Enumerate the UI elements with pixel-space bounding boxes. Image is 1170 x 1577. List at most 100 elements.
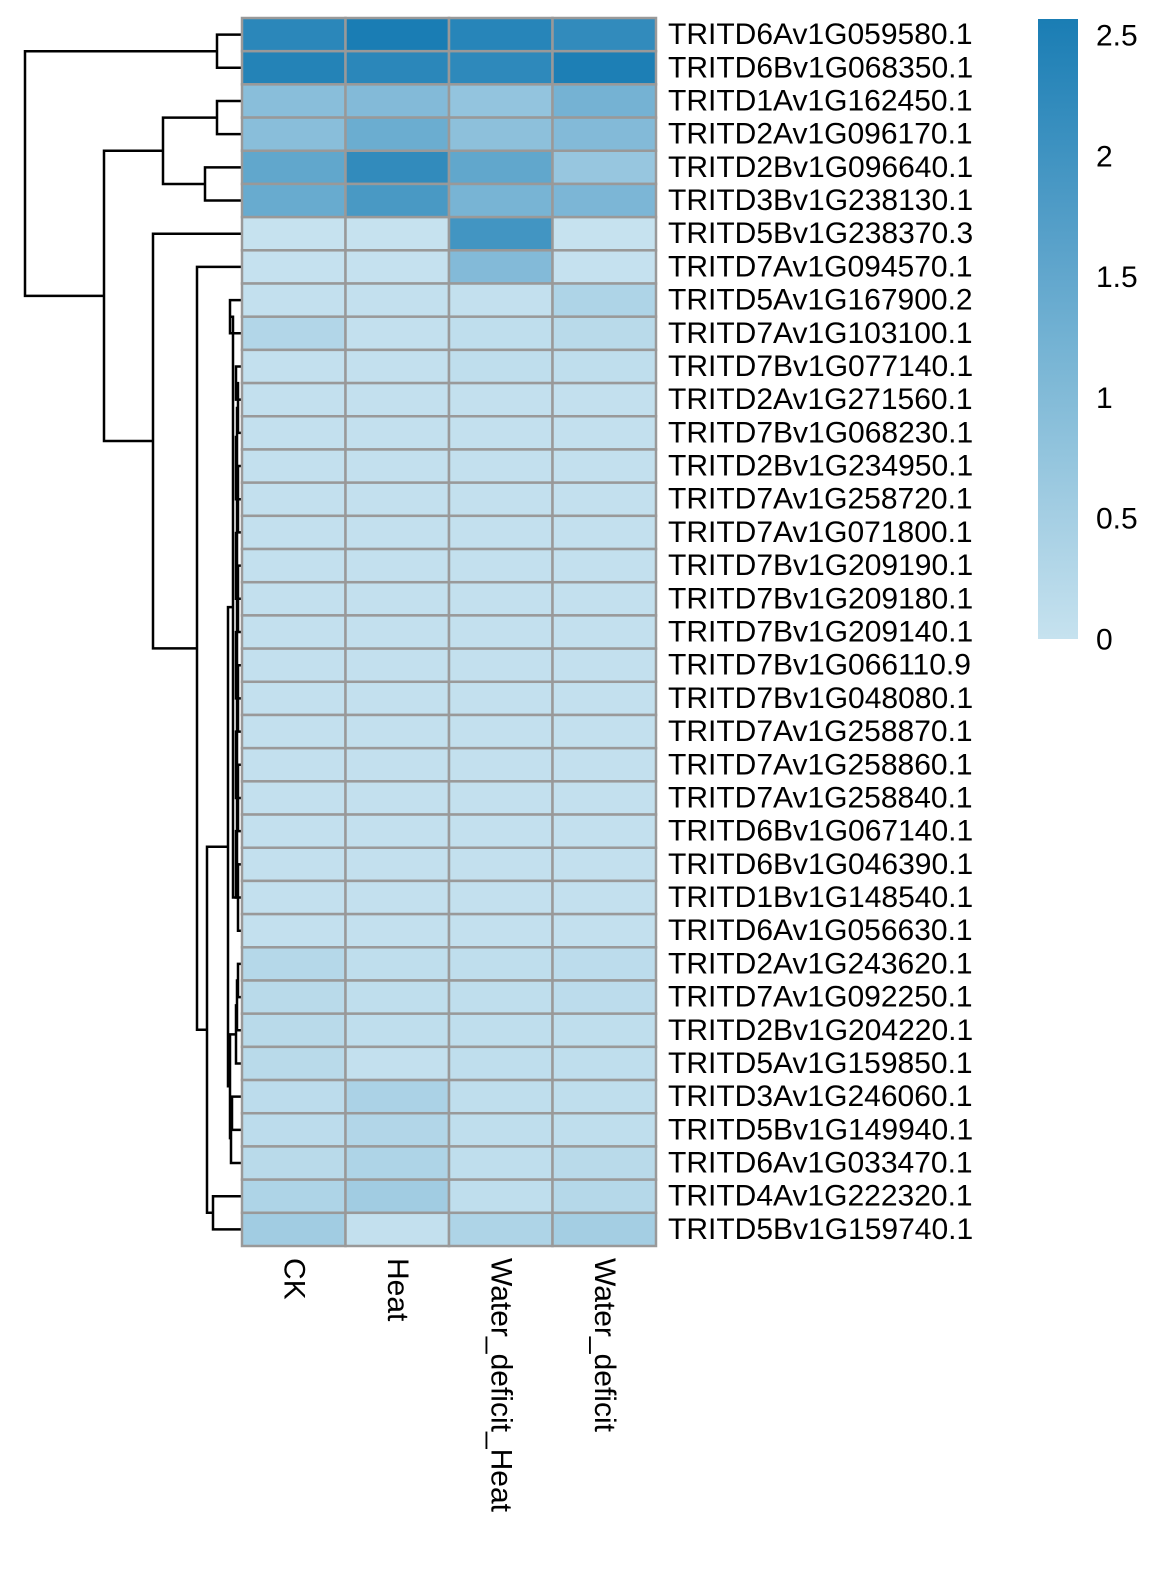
heatmap-cell	[551, 249, 658, 285]
heatmap-cell	[551, 1078, 658, 1115]
row-label: TRITD7Av1G094570.1	[668, 250, 973, 283]
heatmap-cell	[447, 780, 554, 816]
row-label: TRITD2Bv1G204220.1	[668, 1014, 973, 1047]
heatmap-cell	[240, 713, 347, 750]
heatmap-cell	[551, 514, 658, 551]
heatmap-cell	[447, 415, 554, 451]
row-label: TRITD2Av1G243620.1	[668, 947, 973, 980]
heatmap-cell	[447, 182, 554, 219]
heatmap-cell	[447, 746, 554, 783]
heatmap-cell	[344, 614, 451, 650]
heatmap-cell	[240, 282, 347, 318]
heatmap-cell	[240, 780, 347, 816]
heatmap-cell	[240, 481, 347, 518]
row-label: TRITD6Bv1G067140.1	[668, 815, 973, 848]
heatmap-cell	[240, 614, 347, 650]
heatmap-cell	[447, 249, 554, 285]
heatmap-cell	[551, 680, 658, 717]
row-labels: TRITD6Av1G059580.1TRITD6Bv1G068350.1TRIT…	[668, 18, 973, 1246]
heatmap-cell	[344, 946, 451, 982]
row-label: TRITD4Av1G222320.1	[668, 1180, 973, 1213]
row-label: TRITD7Bv1G066110.9	[668, 649, 971, 682]
heatmap-cell	[447, 647, 554, 684]
heatmap-cell	[447, 1012, 554, 1049]
heatmap-cell	[240, 547, 347, 584]
heatmap-cell	[344, 448, 451, 484]
row-label: TRITD7Bv1G209180.1	[668, 582, 973, 615]
column-label: CK	[277, 1258, 310, 1300]
heatmap-cell	[344, 215, 451, 252]
heatmap-cell	[447, 149, 554, 186]
heatmap-cell	[344, 979, 451, 1015]
heatmap-cell	[551, 1012, 658, 1049]
heatmap-cell	[240, 215, 347, 252]
heatmap-cell	[240, 116, 347, 153]
heatmap-cell	[447, 1045, 554, 1082]
row-dendrogram	[23, 33, 242, 1231]
row-label: TRITD6Av1G056630.1	[668, 914, 973, 947]
heatmap-cell	[344, 547, 451, 584]
heatmap-cell	[240, 149, 347, 186]
heatmap-cell	[240, 1111, 347, 1148]
heatmap-cell	[344, 1178, 451, 1215]
dendrogram-branch	[161, 116, 217, 186]
heatmap-cell	[551, 713, 658, 750]
heatmap-cell	[447, 381, 554, 418]
dendrogram-branch	[23, 49, 217, 298]
row-label: TRITD6Bv1G068350.1	[668, 51, 973, 84]
heatmap-cell	[344, 415, 451, 451]
heatmap-cell	[447, 49, 554, 86]
heatmap-cell	[551, 481, 658, 518]
legend-tick-label: 1	[1096, 382, 1113, 415]
heatmap-cell	[447, 448, 554, 484]
heatmap-cell	[551, 149, 658, 186]
heatmap-cell	[344, 713, 451, 750]
row-label: TRITD7Bv1G048080.1	[668, 682, 973, 715]
heatmap-cell	[551, 846, 658, 883]
heatmap-cell	[447, 1178, 554, 1215]
heatmap-cell	[447, 116, 554, 153]
row-label: TRITD7Av1G258860.1	[668, 748, 973, 781]
row-label: TRITD1Bv1G148540.1	[668, 881, 973, 914]
row-label: TRITD3Av1G246060.1	[668, 1080, 973, 1113]
heatmap-cell	[447, 614, 554, 650]
heatmap-cell	[551, 1111, 658, 1148]
column-labels: CK Heat Water_deficit_Heat Water_deficit	[277, 1258, 621, 1513]
heatmap-cell	[551, 16, 658, 53]
heatmap-cell	[447, 83, 554, 119]
heatmap-cell	[240, 315, 347, 352]
legend-color-bar	[1038, 19, 1078, 639]
heatmap-cell	[447, 912, 554, 949]
color-legend: 2.5 2 1.5 1 0.5 0	[1038, 19, 1138, 657]
heatmap-cell	[240, 249, 347, 285]
heatmap-cell	[551, 1178, 658, 1215]
heatmap-cell	[344, 746, 451, 783]
heatmap-cell	[551, 315, 658, 352]
row-label: TRITD1Av1G162450.1	[668, 84, 973, 117]
row-label: TRITD7Av1G092250.1	[668, 981, 973, 1014]
heatmap-cell	[240, 979, 347, 1015]
heatmap-cell	[240, 348, 347, 385]
heatmap-cell	[551, 879, 658, 916]
heatmap-cell	[447, 282, 554, 318]
heatmap-cell	[240, 912, 347, 949]
heatmap-cell	[344, 481, 451, 518]
row-label: TRITD5Av1G167900.2	[668, 284, 973, 317]
heatmap-cell	[551, 547, 658, 584]
heatmap-cell	[344, 1045, 451, 1082]
heatmap-cell	[240, 415, 347, 451]
heatmap-cell	[551, 813, 658, 849]
heatmap-cells	[240, 16, 658, 1248]
heatmap-cell	[447, 348, 554, 385]
heatmap-cell	[344, 149, 451, 186]
heatmap-cell	[447, 979, 554, 1015]
heatmap-cell	[344, 249, 451, 285]
heatmap-cell	[447, 1111, 554, 1148]
heatmap-cell	[551, 614, 658, 650]
heatmap-cell	[344, 1211, 451, 1248]
heatmap-cell	[551, 1145, 658, 1181]
row-label: TRITD2Bv1G096640.1	[668, 151, 973, 184]
heatmap-cell	[551, 647, 658, 684]
heatmap-cell	[240, 647, 347, 684]
dendrogram-branch	[215, 33, 242, 70]
